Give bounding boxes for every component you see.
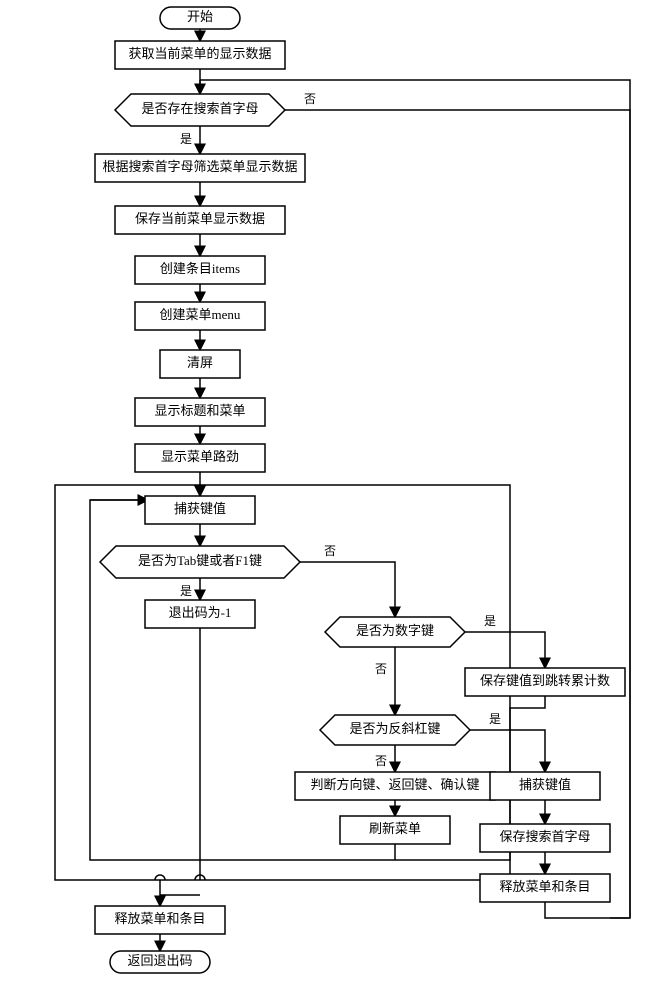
n2-label: 根据搜索首字母筛选菜单显示数据 (102, 159, 297, 174)
n16-label: 释放菜单和条目 (499, 879, 590, 894)
edge-label-no-1: 否 (304, 92, 316, 106)
d1-label: 是否存在搜索首字母 (141, 101, 258, 116)
edge-label-no-2: 否 (324, 544, 336, 558)
start-label: 开始 (187, 9, 213, 24)
node-d2: 是否为Tab键或者F1键 (100, 546, 300, 578)
node-n17: 释放菜单和条目 (95, 906, 225, 934)
n1-label: 获取当前菜单的显示数据 (128, 46, 271, 61)
node-n15: 保存搜索首字母 (480, 824, 610, 852)
edge-label-yes-4: 是 (489, 712, 501, 726)
node-n7: 显示标题和菜单 (135, 398, 265, 426)
node-n5: 创建菜单menu (135, 302, 265, 330)
n9-label: 捕获键值 (174, 501, 226, 516)
n15-label: 保存搜索首字母 (499, 829, 590, 844)
node-n11: 保存键值到跳转累计数 (465, 668, 625, 696)
node-n13: 刷新菜单 (340, 816, 450, 844)
end-label: 返回退出码 (127, 953, 192, 968)
node-d4: 是否为反斜杠键 (320, 715, 470, 745)
node-n14: 捕获键值 (490, 772, 600, 800)
node-n6: 清屏 (160, 350, 240, 378)
node-end: 返回退出码 (110, 951, 210, 973)
node-n10: 退出码为-1 (145, 600, 255, 628)
node-n8: 显示菜单路劲 (135, 444, 265, 472)
node-d3: 是否为数字键 (325, 617, 465, 647)
n8-label: 显示菜单路劲 (161, 449, 239, 464)
d4-label: 是否为反斜杠键 (349, 721, 440, 736)
n14-label: 捕获键值 (519, 777, 571, 792)
n7-label: 显示标题和菜单 (154, 403, 245, 418)
n5-label: 创建菜单menu (160, 307, 241, 322)
node-n2: 根据搜索首字母筛选菜单显示数据 (95, 154, 305, 182)
node-n12: 判断方向键、返回键、确认键 (295, 772, 495, 800)
d3-label: 是否为数字键 (356, 623, 434, 638)
n17-label: 释放菜单和条目 (114, 911, 205, 926)
n12-label: 判断方向键、返回键、确认键 (310, 777, 479, 792)
n6-label: 清屏 (187, 355, 213, 370)
n11-label: 保存键值到跳转累计数 (480, 673, 610, 688)
node-n1: 获取当前菜单的显示数据 (115, 41, 285, 69)
edge-label-no-3: 否 (375, 662, 387, 676)
d2-label: 是否为Tab键或者F1键 (138, 553, 262, 568)
flowchart-canvas: 是 是 否 否 (0, 0, 647, 1000)
node-n9: 捕获键值 (145, 496, 255, 524)
edge-label-yes-2: 是 (180, 584, 192, 598)
n3-label: 保存当前菜单显示数据 (135, 211, 265, 226)
node-start: 开始 (160, 7, 240, 29)
node-d1: 是否存在搜索首字母 (115, 94, 285, 126)
edge-label-yes-3: 是 (484, 614, 496, 628)
edge-label-no-4: 否 (375, 754, 387, 768)
node-n4: 创建条目items (135, 256, 265, 284)
n10-label: 退出码为-1 (169, 605, 232, 620)
n4-label: 创建条目items (160, 261, 240, 276)
node-n3: 保存当前菜单显示数据 (115, 206, 285, 234)
n13-label: 刷新菜单 (369, 821, 421, 836)
edge-label-yes-1: 是 (180, 132, 192, 146)
node-n16: 释放菜单和条目 (480, 874, 610, 902)
